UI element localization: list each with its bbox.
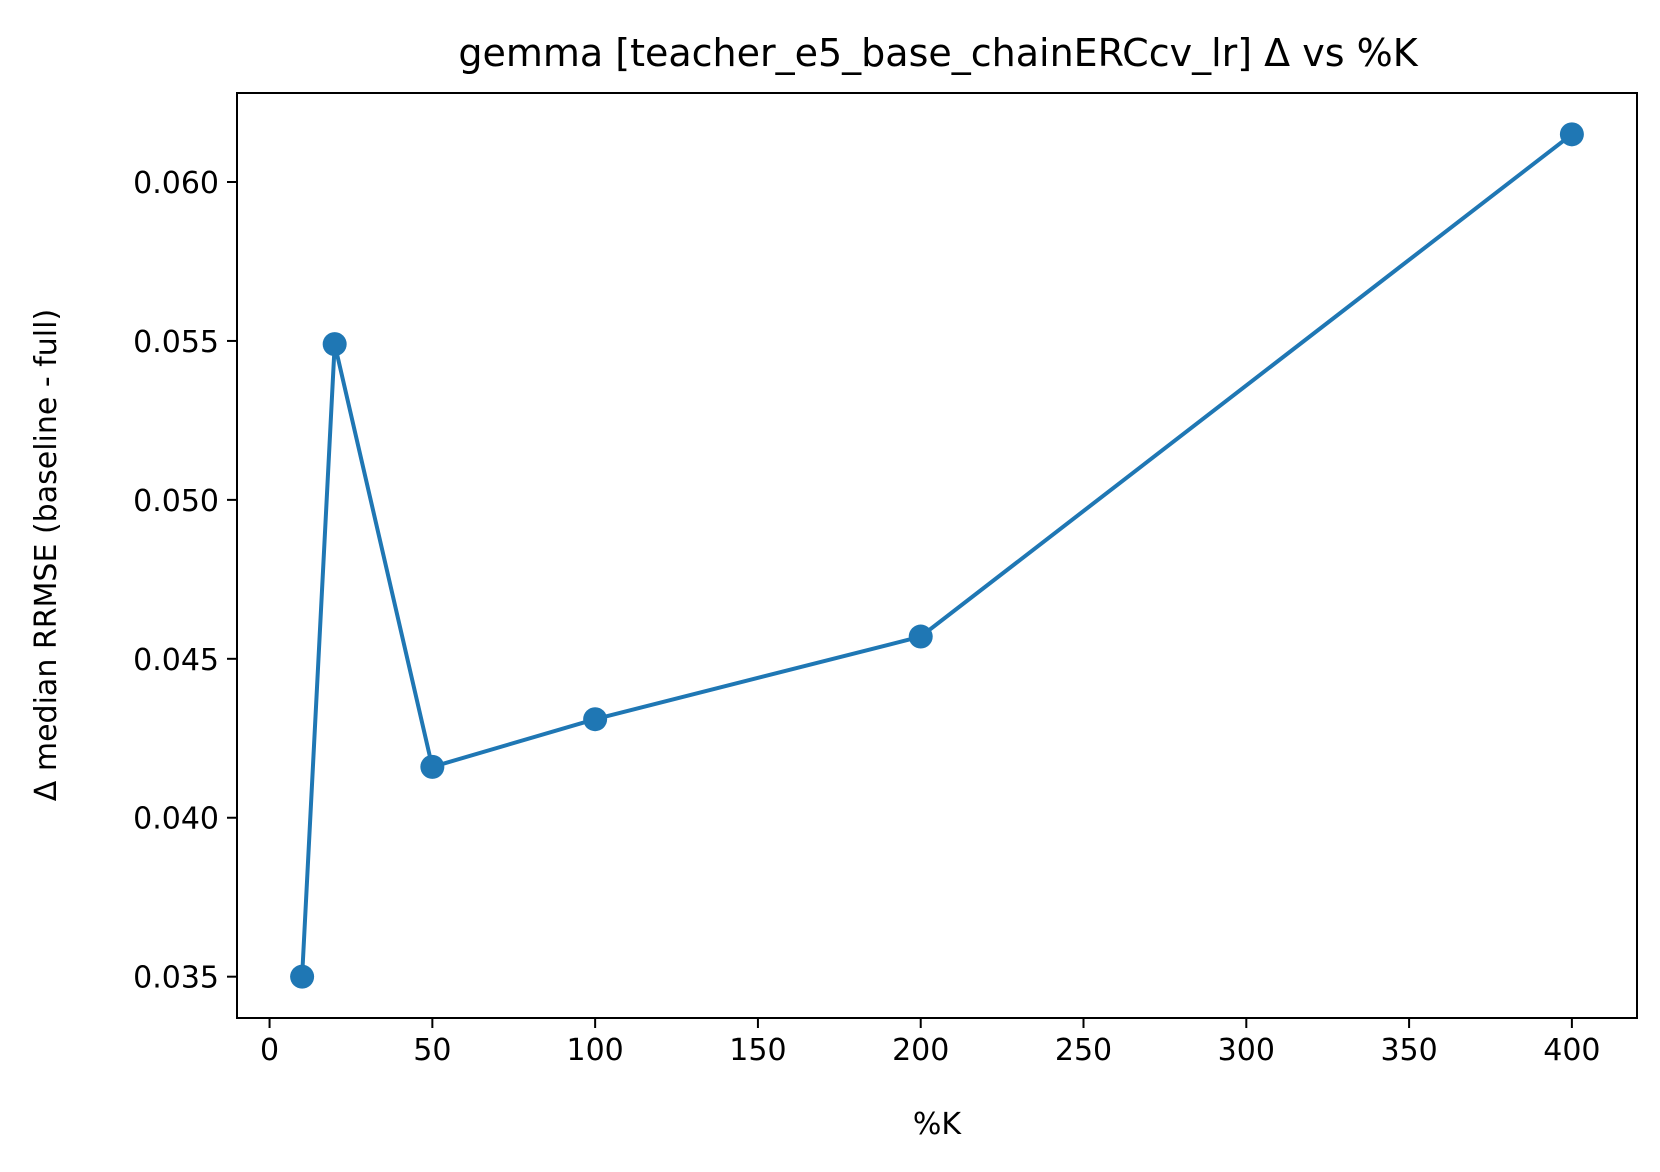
- y-axis-label: Δ median RRMSE (baseline - full): [29, 309, 64, 801]
- x-tick-label: 400: [1543, 1033, 1600, 1068]
- data-point: [290, 964, 315, 989]
- x-tick-label: 350: [1380, 1033, 1437, 1068]
- x-axis: 0 50 100 150 200 250 300 350 400: [260, 1018, 1601, 1068]
- series-line: [300, 132, 1574, 977]
- plot-area: 0 50 100 150 200 250 300 350 400 0.035 0.040 0.045…: [133, 92, 1638, 1068]
- x-tick-label: 250: [1055, 1033, 1112, 1068]
- x-tick-label: 0: [260, 1033, 279, 1068]
- data-point: [1559, 122, 1584, 147]
- y-tick-label: 0.040: [133, 802, 219, 837]
- series-group: [290, 122, 1584, 989]
- y-axis: 0.035 0.040 0.045 0.050 0.055 0.060: [133, 166, 237, 996]
- y-tick-label: 0.050: [133, 484, 219, 519]
- x-tick-label: 150: [729, 1033, 786, 1068]
- data-point: [322, 332, 347, 357]
- chart-title: gemma [teacher_e5_base_chainERCcv_lr] Δ …: [458, 31, 1418, 75]
- x-tick-label: 300: [1218, 1033, 1275, 1068]
- y-tick-label: 0.035: [133, 961, 219, 996]
- data-point: [420, 754, 445, 779]
- data-point: [583, 707, 608, 732]
- x-tick-label: 100: [567, 1033, 624, 1068]
- x-tick-label: 50: [413, 1033, 451, 1068]
- x-axis-label: %K: [913, 1107, 963, 1142]
- data-point: [908, 624, 933, 649]
- y-tick-label: 0.060: [133, 166, 219, 201]
- x-tick-label: 200: [892, 1033, 949, 1068]
- axes-frame: [236, 92, 1638, 1019]
- y-tick-label: 0.045: [133, 643, 219, 678]
- y-tick-label: 0.055: [133, 325, 219, 360]
